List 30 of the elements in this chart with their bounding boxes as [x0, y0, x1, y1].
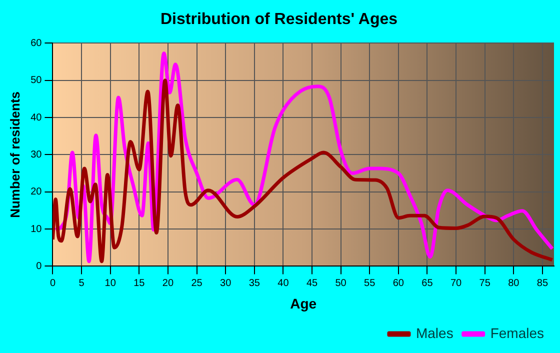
x-tick-label: 65: [422, 278, 434, 289]
x-tick-label: 75: [479, 278, 491, 289]
x-tick-label: 35: [248, 278, 260, 289]
chart-title: Distribution of Residents' Ages: [160, 11, 398, 28]
x-tick-label: 20: [162, 278, 174, 289]
x-tick-label: 40: [278, 278, 290, 289]
x-tick-label: 30: [220, 278, 232, 289]
x-axis-title: Age: [290, 295, 317, 312]
y-tick-label: 40: [30, 112, 42, 124]
x-tick-label: 45: [306, 278, 318, 289]
x-tick-label: 70: [450, 278, 462, 289]
x-tick-label: 85: [536, 278, 548, 289]
y-tick-label: 0: [36, 260, 42, 272]
x-tick-label: 80: [508, 278, 520, 289]
x-tick-label: 0: [50, 278, 56, 289]
x-tick-label: 5: [78, 278, 85, 289]
y-tick-label: 60: [30, 38, 42, 49]
y-tick-label: 10: [30, 224, 42, 235]
x-tick-label: 50: [335, 278, 347, 289]
x-tick-label: 55: [364, 278, 376, 289]
x-tick-label: 15: [134, 278, 146, 289]
y-tick-label: 30: [30, 149, 42, 160]
x-tick-label: 60: [392, 278, 404, 289]
legend-label: Males: [416, 324, 454, 341]
y-tick-label: 20: [30, 186, 42, 198]
x-tick-label: 10: [104, 278, 116, 289]
y-axis-title: Number of residents: [7, 91, 22, 218]
legend-label: Females: [490, 324, 544, 341]
x-tick-label: 25: [191, 278, 203, 289]
y-tick-label: 50: [30, 75, 42, 86]
